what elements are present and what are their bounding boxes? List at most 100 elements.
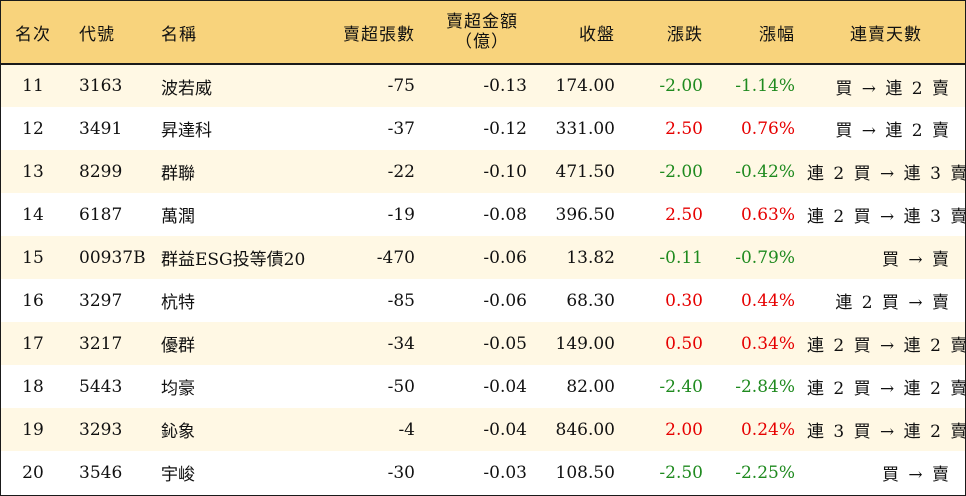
cell-streak: 連 2 買 → 連 3 賣 [807, 164, 966, 184]
cell-change-pct: -2.25% [735, 462, 795, 483]
cell-streak: 買 → 連 2 賣 [835, 121, 951, 141]
cell-close: 13.82 [566, 247, 615, 268]
cell-close: 331.00 [555, 118, 615, 139]
cell-net-sell-amount: -0.06 [483, 247, 527, 268]
table-row[interactable]: 19 3293 鈊象 -4 -0.04 846.00 2.00 0.24% 連 3 買 → 連 … [1, 408, 966, 451]
cell-code: 6187 [79, 204, 123, 225]
cell-close: 68.30 [566, 290, 615, 311]
cell-net-sell-lots: -4 [398, 419, 415, 440]
cell-change-pct: 0.76% [740, 118, 795, 139]
header-change-pct[interactable]: 漲幅 [759, 24, 795, 45]
cell-close: 396.50 [555, 204, 615, 225]
cell-code: 3217 [79, 333, 123, 354]
cell-change: 2.50 [665, 118, 703, 139]
cell-net-sell-lots: -50 [387, 376, 415, 397]
cell-change: 0.30 [665, 290, 703, 311]
cell-streak: 連 2 買 → 連 2 賣 [807, 379, 966, 399]
cell-streak: 買 → 連 2 賣 [835, 78, 951, 99]
cell-code: 8299 [79, 161, 123, 182]
cell-stock-name: 萬潤 [161, 207, 195, 227]
cell-change-pct: 0.24% [740, 419, 795, 440]
table-row[interactable]: 14 6187 萬潤 -19 -0.08 396.50 2.50 0.63% 連 2 買 → 連… [1, 193, 966, 236]
cell-close: 471.50 [555, 161, 615, 182]
cell-net-sell-lots: -37 [387, 118, 415, 139]
cell-close: 149.00 [555, 333, 615, 354]
table-row[interactable]: 18 5443 均豪 -50 -0.04 82.00 -2.40 -2.84% 連 2 買 → … [1, 365, 966, 408]
table-row[interactable]: 20 3546 宇峻 -30 -0.03 108.50 -2.50 -2.25% 買 → 賣 [1, 451, 965, 494]
cell-change: -2.50 [659, 462, 703, 483]
cell-net-sell-amount: -0.08 [483, 204, 527, 225]
cell-change-pct: -1.14% [735, 76, 795, 96]
cell-change-pct: -2.84% [735, 376, 795, 397]
cell-net-sell-amount: -0.10 [483, 161, 527, 182]
table-row[interactable]: 13 8299 群聯 -22 -0.10 471.50 -2.00 -0.42% 連 2 買 →… [1, 150, 966, 193]
table-row[interactable]: 12 3491 昇達科 -37 -0.12 331.00 2.50 0.76% 買 → 連 2 … [1, 107, 965, 150]
cell-stock-name: 優群 [161, 336, 195, 356]
table-row[interactable]: 17 3217 優群 -34 -0.05 149.00 0.50 0.34% 連 2 買 → 連… [1, 322, 966, 365]
table-body: 11 3163 波若威 -75 -0.13 174.00 -2.00 -1.14% 買 → 連 … [1, 64, 966, 494]
table-row[interactable]: 16 3297 杭特 -85 -0.06 68.30 0.30 0.44% 連 2 買 → 賣 [1, 279, 965, 322]
cell-rank: 14 [22, 204, 44, 225]
cell-stock-name: 昇達科 [161, 121, 212, 141]
cell-stock-name: 群益ESG投等債20 [161, 250, 306, 270]
cell-streak: 連 2 買 → 連 2 賣 [807, 336, 966, 356]
cell-streak: 連 3 買 → 連 2 賣 [807, 422, 966, 442]
header-name[interactable]: 名稱 [161, 24, 197, 45]
cell-close: 174.00 [555, 76, 615, 96]
table-row[interactable]: 11 3163 波若威 -75 -0.13 174.00 -2.00 -1.14% 買 → 連 … [1, 64, 965, 107]
cell-change-pct: -0.79% [735, 247, 795, 268]
cell-change-pct: 0.34% [740, 333, 795, 354]
header-code[interactable]: 代號 [79, 24, 115, 45]
cell-net-sell-amount: -0.12 [483, 118, 527, 139]
cell-rank: 16 [22, 290, 44, 311]
cell-code: 3293 [79, 419, 123, 440]
cell-net-sell-amount: -0.04 [483, 419, 527, 440]
cell-change-pct: 0.63% [740, 204, 795, 225]
cell-change-pct: -0.42% [735, 161, 795, 182]
cell-change: -0.11 [659, 247, 703, 268]
table-row[interactable]: 15 00937B 群益ESG投等債20 -470 -0.06 13.82 -0.11 -0.… [1, 236, 965, 279]
cell-net-sell-amount: -0.13 [483, 76, 527, 96]
cell-close: 82.00 [566, 376, 615, 397]
header-net-sell-lots[interactable]: 賣超張數 [343, 24, 415, 45]
table-header-row: 名次 代號 名稱 賣超張數 賣超金額 （億） 收盤 漲跌 漲幅 連賣天數 [1, 1, 965, 64]
header-change[interactable]: 漲跌 [667, 24, 703, 45]
cell-net-sell-lots: -19 [387, 204, 415, 225]
cell-rank: 12 [22, 118, 44, 139]
header-net-sell-amount-line2: （億） [455, 32, 509, 52]
cell-code: 3546 [79, 462, 123, 483]
cell-change-pct: 0.44% [740, 290, 795, 311]
cell-change: 2.50 [665, 204, 703, 225]
cell-code: 3163 [79, 76, 123, 96]
cell-net-sell-lots: -34 [387, 333, 415, 354]
cell-rank: 15 [22, 247, 44, 268]
cell-net-sell-lots: -85 [387, 290, 415, 311]
cell-streak: 買 → 賣 [881, 465, 951, 485]
cell-close: 108.50 [555, 462, 615, 483]
cell-code: 5443 [79, 376, 123, 397]
cell-change: -2.00 [659, 161, 703, 182]
cell-stock-name: 均豪 [161, 379, 195, 399]
cell-rank: 13 [22, 161, 44, 182]
cell-code: 00937B [79, 247, 146, 268]
cell-net-sell-amount: -0.03 [483, 462, 527, 483]
cell-rank: 11 [22, 76, 44, 96]
cell-change: 2.00 [665, 419, 703, 440]
cell-stock-name: 杭特 [161, 293, 195, 313]
cell-net-sell-amount: -0.04 [483, 376, 527, 397]
header-rank[interactable]: 名次 [15, 24, 51, 45]
cell-rank: 20 [22, 462, 44, 483]
cell-close: 846.00 [555, 419, 615, 440]
cell-rank: 19 [22, 419, 44, 440]
header-streak[interactable]: 連賣天數 [850, 24, 922, 45]
cell-code: 3297 [79, 290, 123, 311]
cell-net-sell-amount: -0.06 [483, 290, 527, 311]
cell-rank: 17 [22, 333, 44, 354]
header-close[interactable]: 收盤 [579, 24, 615, 45]
cell-net-sell-lots: -470 [376, 247, 415, 268]
cell-net-sell-amount: -0.05 [483, 333, 527, 354]
header-net-sell-amount[interactable]: 賣超金額 （億） [427, 1, 537, 64]
cell-stock-name: 群聯 [161, 164, 195, 184]
